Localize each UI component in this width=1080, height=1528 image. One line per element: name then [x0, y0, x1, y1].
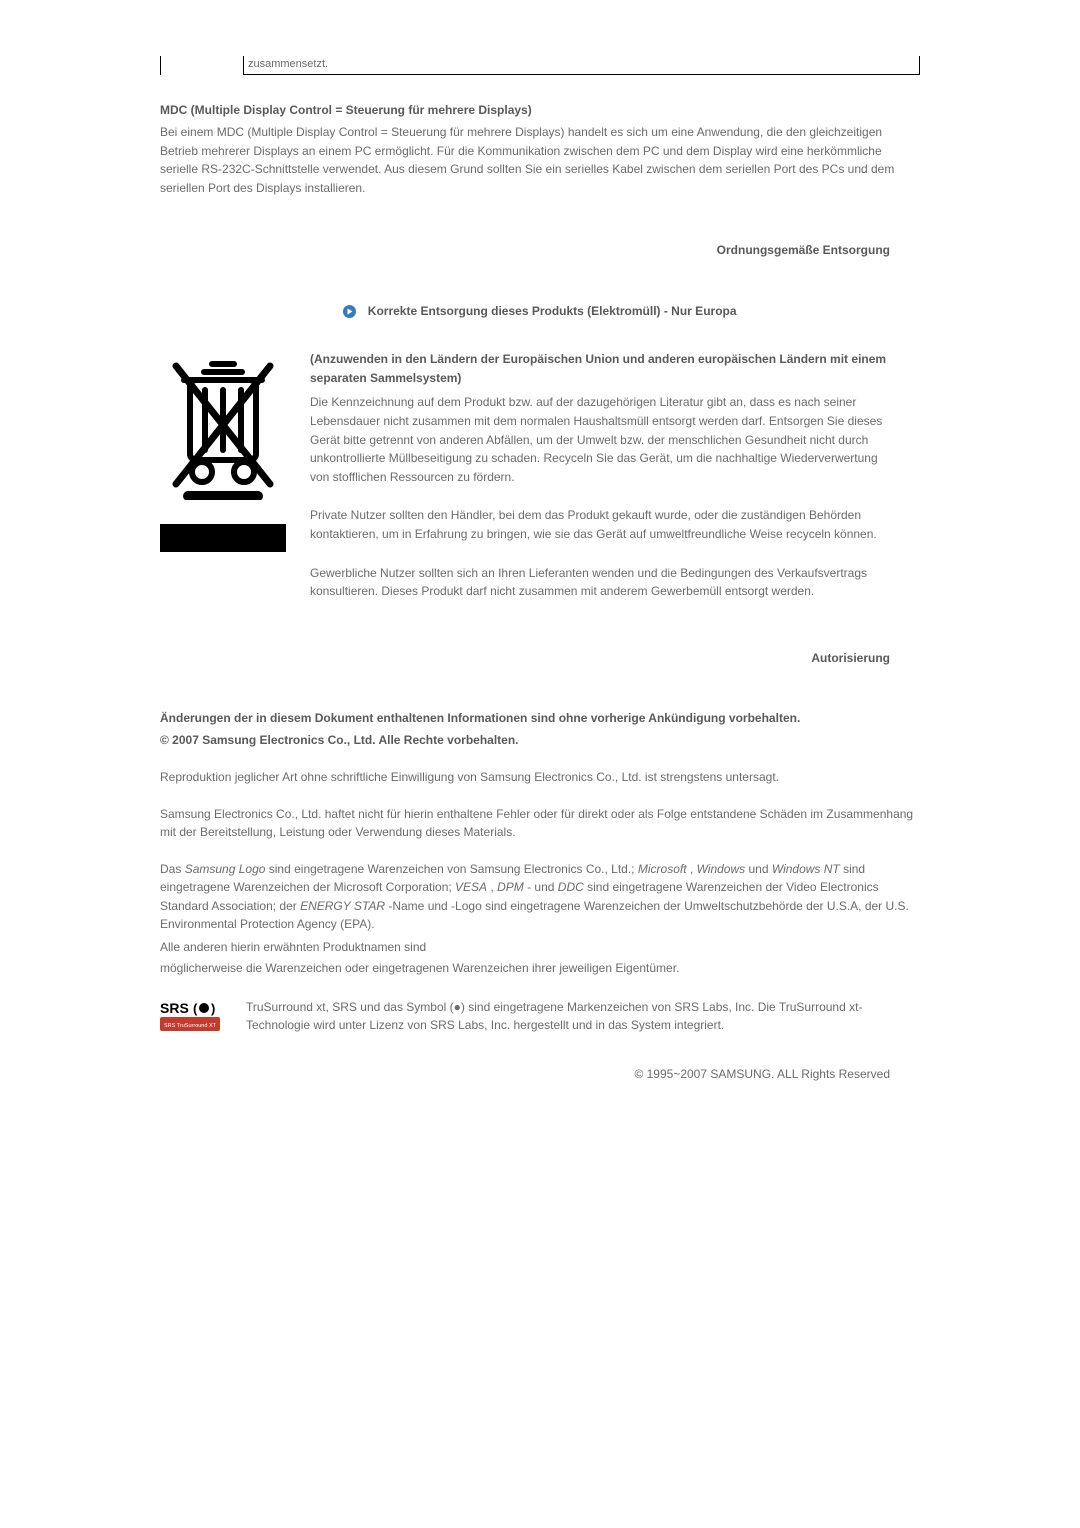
trademark: Windows NT — [772, 862, 840, 876]
trademark: Microsoft — [638, 862, 687, 876]
disposal-subhead: (Anzuwenden in den Ländern der Europäisc… — [310, 350, 890, 387]
auth-p5: möglicherweise die Warenzeichen oder ein… — [160, 959, 920, 978]
text: Das — [160, 862, 185, 876]
disposal-p1: Die Kennzeichnung auf dem Produkt bzw. a… — [310, 393, 890, 486]
disposal-images — [160, 350, 292, 621]
disposal-title: Korrekte Entsorgung dieses Produkts (Ele… — [368, 304, 737, 318]
disposal-p3: Gewerbliche Nutzer sollten sich an Ihren… — [310, 564, 890, 601]
auth-p2: Samsung Electronics Co., Ltd. haftet nic… — [160, 805, 920, 842]
text: und — [745, 862, 772, 876]
disposal-p2: Private Nutzer sollten den Händler, bei … — [310, 506, 890, 543]
text: - und — [524, 880, 558, 894]
authorization-block: Änderungen der in diesem Dokument enthal… — [160, 709, 920, 978]
svg-text:): ) — [211, 1001, 215, 1016]
svg-text:SRS TruSurround XT: SRS TruSurround XT — [164, 1023, 217, 1029]
disposal-block: (Anzuwenden in den Ländern der Europäisc… — [160, 350, 920, 621]
weee-bin-icon — [160, 350, 286, 500]
trademark: VESA — [455, 880, 487, 894]
text: , — [687, 862, 697, 876]
trademark: DPM — [497, 880, 524, 894]
auth-headline2: © 2007 Samsung Electronics Co., Ltd. All… — [160, 731, 920, 750]
mdc-heading: MDC (Multiple Display Control = Steuerun… — [160, 103, 920, 117]
disposal-text: (Anzuwenden in den Ländern der Europäisc… — [310, 350, 920, 621]
black-bar-icon — [160, 524, 286, 552]
auth-headline1: Änderungen der in diesem Dokument enthal… — [160, 709, 920, 728]
text: sind eingetragene Warenzeichen von Samsu… — [265, 862, 637, 876]
auth-trademarks: Das Samsung Logo sind eingetragene Waren… — [160, 860, 920, 934]
bullet-icon — [343, 305, 356, 318]
table-continuation-cell: zusammensetzt. — [243, 56, 920, 75]
svg-text:SRS: SRS — [160, 1000, 189, 1016]
mdc-body: Bei einem MDC (Multiple Display Control … — [160, 123, 920, 197]
table-left-cell — [160, 56, 243, 75]
mdc-section: MDC (Multiple Display Control = Steuerun… — [160, 103, 920, 197]
authorization-nav-heading: Autorisierung — [160, 651, 920, 665]
trademark: ENERGY STAR — [300, 899, 385, 913]
disposal-nav-heading: Ordnungsgemäße Entsorgung — [160, 241, 920, 259]
footer-copyright: © 1995~2007 SAMSUNG. ALL Rights Reserved — [160, 1067, 920, 1081]
trademark: DDC — [558, 880, 584, 894]
table-fragment: zusammensetzt. — [160, 56, 920, 75]
text: , — [487, 880, 497, 894]
srs-logo: SRS ( ) SRS TruSurround XT — [160, 999, 234, 1035]
svg-text:(: ( — [193, 1001, 198, 1016]
srs-row: SRS ( ) SRS TruSurround XT TruSurround x… — [160, 999, 920, 1035]
srs-text: TruSurround xt, SRS und das Symbol (●) s… — [246, 999, 920, 1034]
disposal-title-row: Korrekte Entsorgung dieses Produkts (Ele… — [160, 303, 920, 318]
document-page: zusammensetzt. MDC (Multiple Display Con… — [160, 0, 920, 1081]
trademark: Samsung Logo — [185, 862, 266, 876]
auth-p4: Alle anderen hierin erwähnten Produktnam… — [160, 938, 920, 957]
auth-p1: Reproduktion jeglicher Art ohne schriftl… — [160, 768, 920, 787]
trademark: Windows — [697, 862, 746, 876]
